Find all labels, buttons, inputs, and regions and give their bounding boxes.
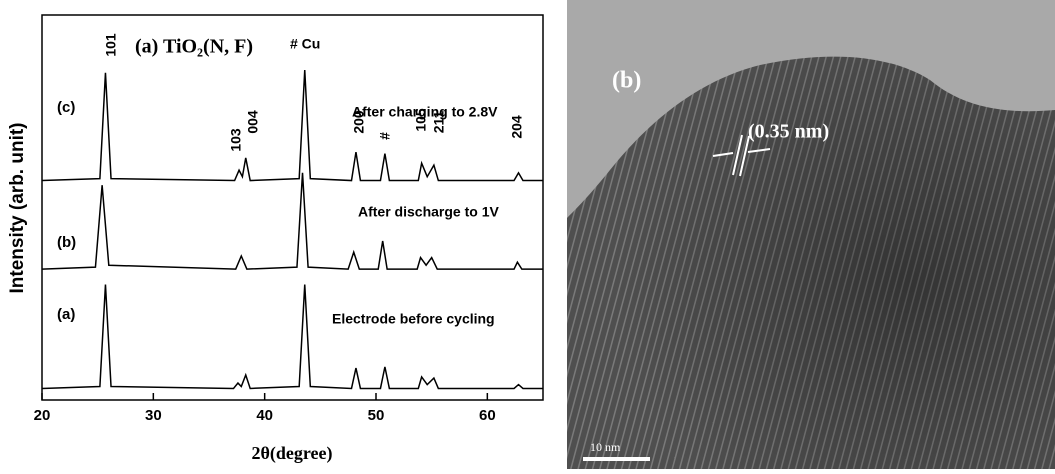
annotation: 004: [245, 110, 261, 134]
arrow: [712, 152, 734, 157]
fringe-marker: [732, 134, 743, 176]
fringe-marker: [739, 135, 750, 177]
panel-label: (b): [612, 68, 641, 94]
plot-frame: [41, 14, 544, 401]
trace-label: (b): [57, 234, 76, 251]
tem-image: (b) (0.35 nm) 10 nm: [567, 0, 1055, 469]
annotation: 103: [228, 128, 244, 152]
spectrum-line: [41, 172, 543, 270]
trace-label: (c): [57, 99, 75, 116]
annotation: 200: [351, 110, 367, 134]
spacing-label: (0.35 nm): [748, 121, 829, 143]
annotation: 105: [413, 108, 429, 132]
annotation: #: [377, 132, 393, 140]
x-tick-label: 60: [479, 407, 496, 424]
annotation: 204: [509, 115, 525, 139]
annotation: (a) TiO₂(N, F): [135, 36, 253, 58]
annotation: 101: [103, 33, 119, 57]
annotation: After discharge to 1V: [358, 204, 499, 220]
spectrum-line: [41, 70, 543, 182]
x-tick-label: 40: [256, 407, 273, 424]
scale-bar-label: 10 nm: [590, 440, 621, 454]
annotation: # Cu: [290, 36, 320, 52]
annotation: 211: [431, 110, 447, 133]
annotation: Electrode before cycling: [332, 311, 495, 327]
annotation: After charging to 2.8V: [352, 104, 498, 120]
trace-label: (a): [57, 306, 75, 323]
spectrum-line: [41, 284, 543, 390]
x-axis-label: 2θ(degree): [251, 443, 332, 464]
x-tick-label: 30: [145, 407, 162, 424]
arrow: [747, 148, 771, 153]
y-axis-label: Intensity (arb. unit): [7, 123, 28, 294]
vacuum-region: [567, 0, 1055, 218]
x-tick-label: 50: [368, 407, 385, 424]
x-tick-label: 20: [34, 407, 51, 424]
